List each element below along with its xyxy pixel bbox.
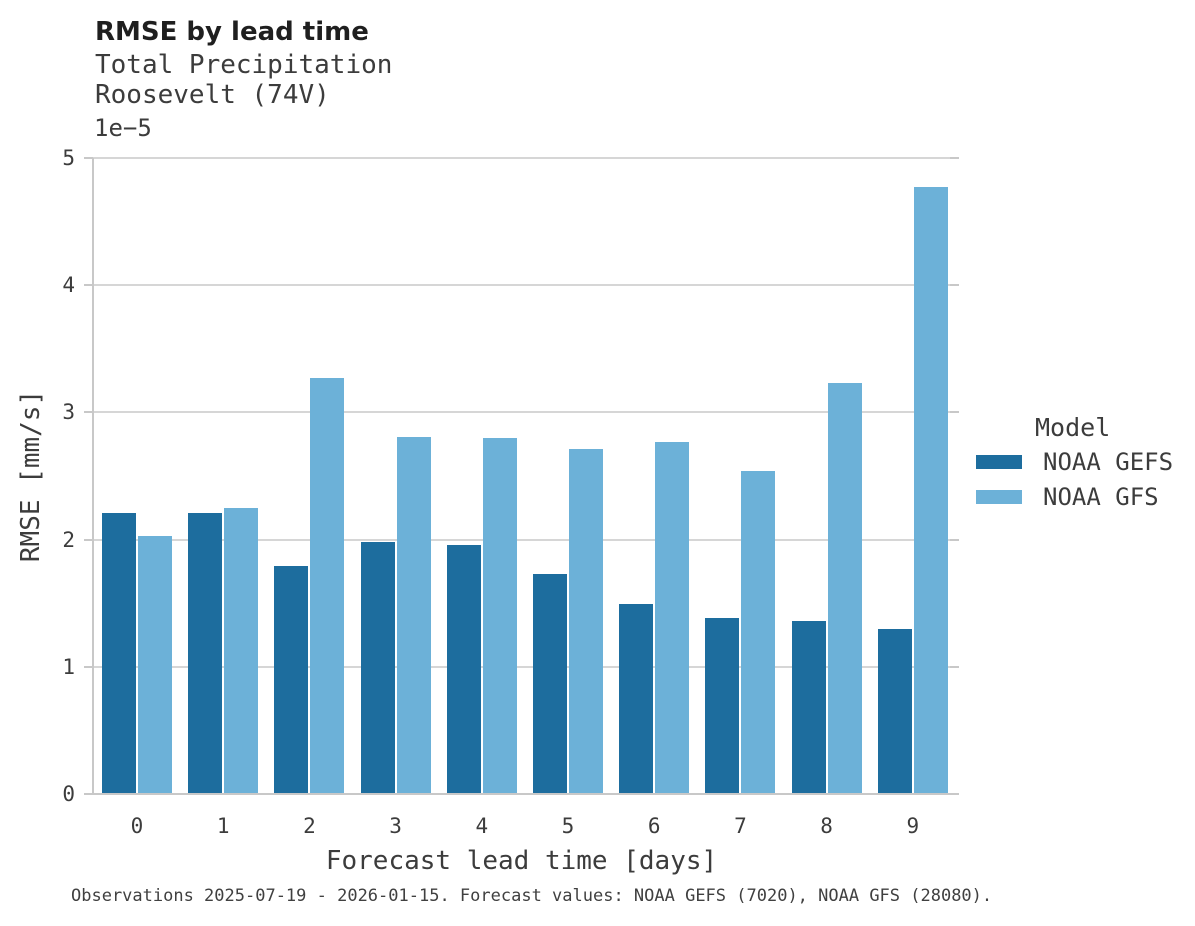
- y-tick-label-1: 1: [62, 654, 75, 679]
- bar-noaa-gefs-lead-3: [360, 542, 395, 794]
- footer-note: Observations 2025-07-19 - 2026-01-15. Fo…: [71, 886, 993, 906]
- bar-noaa-gfs-lead-3: [396, 436, 431, 794]
- bar-noaa-gefs-lead-9: [877, 628, 912, 794]
- y-tick-mark-right-4: [950, 284, 959, 287]
- bar-noaa-gfs-lead-8: [827, 383, 862, 794]
- x-tick-label-2: 2: [303, 814, 316, 838]
- x-tick-label-7: 7: [734, 814, 747, 838]
- y-tick-mark-right-5: [950, 157, 959, 159]
- bar-noaa-gefs-lead-2: [274, 566, 309, 794]
- y-tick-mark-right-3: [950, 411, 959, 414]
- bar-noaa-gefs-lead-5: [533, 573, 567, 794]
- y-tick-mark-left-1: [84, 665, 93, 668]
- x-tick-label-8: 8: [820, 814, 833, 838]
- y-tick-label-5: 5: [62, 146, 75, 170]
- legend-label-noaa-gfs: NOAA GFS: [1043, 483, 1159, 511]
- x-tick-label-3: 3: [389, 814, 402, 838]
- gridline-y-1: [93, 665, 950, 668]
- y-tick-mark-right-1: [950, 665, 959, 668]
- legend-title: Model: [1035, 413, 1111, 442]
- x-tick-label-4: 4: [475, 814, 489, 838]
- chart-title: RMSE by lead time: [95, 17, 369, 47]
- y-tick-mark-right-2: [950, 538, 959, 541]
- x-tick-label-9: 9: [906, 814, 920, 838]
- y-axis-spine: [92, 158, 94, 795]
- y-tick-label-2: 2: [62, 527, 75, 552]
- legend-label-noaa-gefs: NOAA GEFS: [1043, 448, 1174, 476]
- chart-subtitle-variable: Total Precipitation: [95, 50, 393, 80]
- bar-noaa-gfs-lead-9: [913, 187, 948, 794]
- x-tick-label-5: 5: [561, 814, 575, 838]
- legend-swatch-noaa-gfs: [976, 490, 1022, 504]
- x-tick-label-6: 6: [647, 814, 661, 838]
- x-axis-spine: [92, 793, 959, 795]
- bar-noaa-gefs-lead-4: [446, 544, 481, 794]
- y-tick-mark-left-2: [84, 538, 93, 541]
- y-tick-mark-left-4: [84, 284, 93, 287]
- bar-noaa-gfs-lead-6: [655, 441, 690, 794]
- bar-noaa-gfs-lead-0: [138, 535, 172, 794]
- y-tick-mark-left-3: [84, 411, 93, 414]
- gridline-y-3: [93, 411, 950, 414]
- y-tick-mark-left-0: [84, 793, 93, 795]
- gridline-y-4: [93, 284, 950, 287]
- chart-subtitle-station: Roosevelt (74V): [95, 80, 330, 110]
- y-tick-label-4: 4: [62, 273, 75, 298]
- y-axis-title: RMSE [mm/s]: [16, 389, 46, 563]
- bar-noaa-gfs-lead-1: [224, 507, 259, 794]
- y-tick-label-3: 3: [62, 400, 75, 425]
- y-axis-offset-label: 1e−5: [94, 114, 152, 142]
- x-axis-title: Forecast lead time [days]: [325, 846, 718, 876]
- gridline-y-5: [93, 157, 950, 159]
- bar-noaa-gfs-lead-2: [310, 378, 345, 794]
- bar-noaa-gfs-lead-7: [741, 470, 776, 794]
- bar-noaa-gefs-lead-6: [619, 604, 654, 794]
- bar-noaa-gefs-lead-1: [188, 512, 223, 794]
- legend-swatch-noaa-gefs: [976, 455, 1022, 469]
- bar-noaa-gefs-lead-8: [791, 621, 826, 794]
- bar-noaa-gefs-lead-0: [102, 512, 136, 794]
- bar-noaa-gefs-lead-7: [705, 618, 740, 794]
- y-tick-label-0: 0: [62, 782, 75, 806]
- bar-noaa-gfs-lead-4: [482, 437, 517, 794]
- x-tick-label-1: 1: [216, 814, 230, 838]
- bar-noaa-gfs-lead-5: [569, 449, 603, 794]
- y-tick-mark-left-5: [84, 157, 93, 159]
- gridline-y-2: [93, 538, 950, 541]
- x-tick-label-0: 0: [130, 814, 144, 838]
